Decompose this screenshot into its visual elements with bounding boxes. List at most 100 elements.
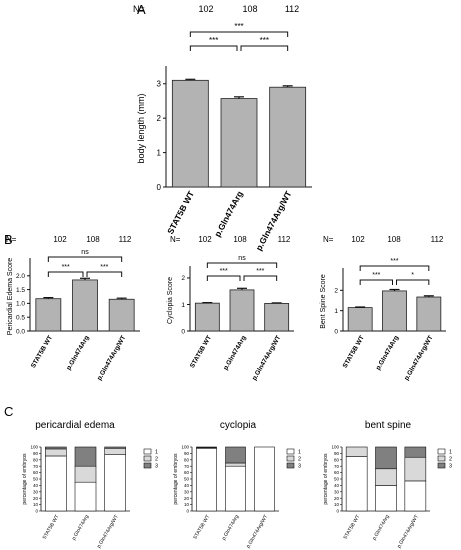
panel-c2-category-label: p.Gln474Arg (221, 514, 240, 542)
panel-b3-category-label: STAT5B WT (342, 334, 366, 369)
panel-a-y-tick-label: 3 (157, 80, 162, 89)
panel-b3-bar (416, 296, 442, 332)
panel-c3-y-tick-label: 10 (334, 502, 340, 507)
panel-b3-significance-bracket (396, 279, 430, 285)
panel-c1-y-tick-label: 80 (33, 457, 39, 462)
panel-c3-title: bent spine (365, 420, 412, 431)
panel-b3-bar (347, 307, 373, 332)
panel-a-y-tick-label: 0 (157, 183, 162, 192)
panel-c2-y-tick-label: 70 (184, 464, 190, 469)
panel-a-significance-label: *** (234, 22, 243, 31)
panel-b1-category-label: p.Gln474Arg (65, 334, 90, 371)
panel-c1-category-label: p.Gln474Arg (71, 514, 90, 542)
panel-a-chart: N= 102 108 112 0 1 2 3 body length (mm) STAT5B WT… (133, 4, 312, 252)
panel-label-b: B (4, 232, 13, 247)
panel-a-n-value: 102 (198, 4, 213, 14)
panel-b2-y-tick-label: 1 (181, 302, 185, 309)
panel-a-bar (220, 98, 258, 188)
panel-b3-n-value: 102 (351, 235, 365, 244)
panel-b2-y-axis-label: Cyclopia Score (167, 277, 174, 324)
panel-a-significance-label: *** (260, 36, 269, 45)
panel-b2-significance-label: *** (220, 268, 228, 275)
panel-b3-y-tick-label: 2 (334, 288, 338, 295)
panel-c1-stack-segment (45, 455, 67, 512)
panel-c1-stack-segment (74, 465, 97, 483)
panel-c1-title: pericardial edema (35, 420, 115, 431)
panel-b2-n-value: 112 (278, 235, 291, 244)
panel-c1-y-tick-label: 50 (33, 477, 39, 482)
panel-c1-stack-segment (104, 447, 126, 455)
panel-b1-n-value: 112 (119, 235, 132, 244)
panel-c1-legend-swatch (143, 448, 152, 455)
panel-b3-category-label: p.Gln474Arg (375, 334, 400, 371)
panel-c2-legend-label: 2 (298, 457, 301, 463)
panel-c2-y-tick-label: 20 (184, 496, 190, 501)
panel-c3-y-tick-label: 60 (334, 470, 340, 475)
panel-c2-y-tick-label: 0 (186, 509, 189, 514)
panel-c1-stack-segment (104, 454, 126, 512)
panel-c2-title: cyclopia (220, 420, 257, 431)
panel-c3-stack-segment (345, 456, 368, 512)
panel-c3-legend-label: 1 (449, 450, 452, 456)
panel-c2-legend-label: 3 (298, 464, 301, 470)
panel-c2-stack-segment (225, 462, 246, 467)
panel-b1-category-label: STAT5B WT (30, 334, 54, 369)
panel-b3-significance-label: *** (372, 272, 380, 279)
panel-c3-category-label: p.Gln474Arg/WT (396, 514, 420, 549)
panel-a-n-label: N= (133, 4, 145, 14)
panel-c3-legend-swatch (437, 462, 446, 469)
panel-c1-legend-label: 1 (155, 450, 158, 456)
panel-b1-significance-label: ns (81, 249, 89, 256)
panel-a-category-label: STAT5B WT (165, 189, 196, 236)
panel-c3-y-tick-label: 20 (334, 496, 340, 501)
panel-c3-y-axis-label: percentage of embryos (323, 453, 329, 505)
panel-c3-stack-segment (345, 446, 368, 457)
panel-c3-y-tick-label: 30 (334, 489, 340, 494)
panel-b2-category-label: p.Gln474Arg/WT (251, 334, 282, 381)
panel-b3-significance-label: * (411, 272, 414, 279)
panel-a-bar (269, 86, 307, 188)
panel-label-a: A (137, 2, 146, 17)
panel-b2-significance-label: ns (238, 255, 246, 262)
panel-b2-bar (194, 302, 220, 332)
panel-c3-stack-segment (375, 446, 397, 470)
panel-b1-y-tick-label: 0.0 (16, 328, 25, 335)
panel-c3-stack-segment (404, 446, 427, 458)
panel-c3-legend-swatch (437, 448, 446, 455)
panel-b3-significance-label: *** (390, 258, 398, 265)
panel-b1-y-tick-label: 0.5 (16, 314, 25, 321)
panel-c1-y-tick-label: 20 (33, 496, 39, 501)
panel-c1-y-tick-label: 30 (33, 489, 39, 494)
panel-b2-bar (229, 289, 255, 332)
panel-b3-significance-bracket (359, 265, 430, 271)
panel-b3-n-value: 108 (387, 235, 401, 244)
panel-b3-n-label: N= (323, 235, 334, 244)
panel-c3-y-tick-label: 80 (334, 457, 340, 462)
panel-b2-category-label: STAT5B WT (189, 334, 213, 369)
panel-c1-stack-segment (45, 448, 67, 457)
panel-a-category-label: p.Gln474Arg (212, 189, 245, 238)
panel-c3-category-label: STAT5B WT (343, 514, 362, 541)
panel-b1-significance-label: *** (100, 264, 108, 271)
panel-c2-stack-segment (225, 446, 246, 464)
panel-c2-legend-swatch (286, 455, 295, 462)
panel-c2-legend-swatch (286, 462, 295, 469)
panel-c1-legend-label: 3 (155, 464, 158, 470)
panel-b1-y-axis-label: Pericardial Edema Score (7, 258, 14, 336)
panel-c2-category-label: p.Gln474Arg/WT (245, 514, 269, 549)
panel-b3-n-value: 112 (431, 235, 444, 244)
panel-c1-legend-swatch (143, 455, 152, 462)
panel-c1-stack-segment (45, 446, 67, 450)
panel-b1-n-label: N= (6, 235, 17, 244)
panel-b3-bar (382, 290, 407, 332)
panel-c1-y-tick-label: 100 (30, 445, 38, 450)
panel-b1-n-value: 108 (86, 235, 100, 244)
panel-c1-category-label: STAT5B WT (42, 514, 61, 541)
panel-b1-significance-bracket (47, 271, 84, 277)
panel-c1-y-tick-label: 60 (33, 470, 39, 475)
panel-b2-bar (264, 303, 290, 332)
